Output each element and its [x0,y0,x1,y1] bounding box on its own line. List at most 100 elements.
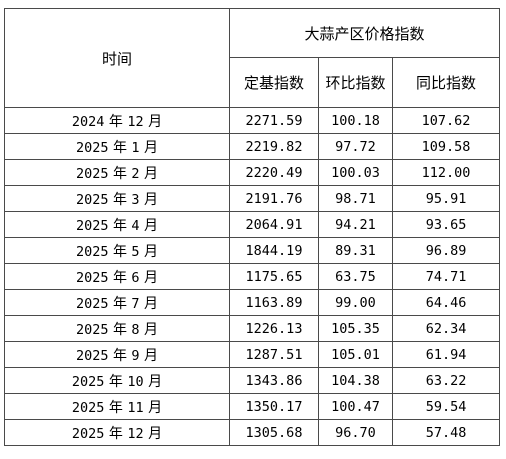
date-month-unit: 月 [144,295,158,312]
date-month: 12 [127,113,144,130]
date-cell: 2025 年 12 月 [4,419,230,446]
date-year-unit: 年 [112,321,127,338]
header-row-sub: 定基指数 环比指数 同比指数 [5,57,501,108]
yoy-index-cell: 112.00 [391,159,501,186]
table-row: 2025 年 6 月 1175.65 63.75 74.71 [4,263,501,290]
yoy-index-header: 同比指数 [391,57,501,108]
date-year: 2025 [75,165,109,182]
date-year-unit: 年 [108,373,123,390]
base-index-cell: 2191.76 [229,185,319,212]
base-index-cell: 2271.59 [229,107,319,134]
date-year-unit: 年 [112,217,127,234]
date-month: 5 [131,243,140,260]
table-body: 2024 年 12 月 2271.59 100.18 107.62 2025 年 1 月… [4,107,501,446]
date-year: 2025 [75,217,109,234]
date-year: 2025 [71,399,105,416]
date-year: 2025 [71,373,105,390]
yoy-index-cell: 95.91 [391,185,501,212]
date-year-unit: 年 [112,139,127,156]
table-row: 2025 年 11 月 1350.17 100.47 59.54 [4,393,501,420]
date-year: 2025 [75,295,109,312]
base-index-cell: 1175.65 [229,263,319,290]
date-month-unit: 月 [148,399,163,416]
table-row: 2025 年 2 月 2220.49 100.03 112.00 [4,159,501,186]
date-cell: 2025 年 2 月 [4,159,230,186]
mom-index-cell: 99.00 [318,289,393,316]
date-month-unit: 月 [144,191,158,208]
mom-index-header: 环比指数 [318,57,393,108]
mom-index-cell: 100.47 [318,393,393,420]
date-year-unit: 年 [108,113,123,130]
date-year-unit: 年 [112,269,127,286]
date-year-unit: 年 [108,399,123,416]
date-month-unit: 月 [148,113,163,130]
mom-index-cell: 97.72 [318,133,393,160]
price-index-group-header: 大蒜产区价格指数 [228,8,501,58]
date-year-unit: 年 [112,347,127,364]
yoy-index-cell: 57.48 [391,419,501,446]
base-index-cell: 2219.82 [229,133,319,160]
yoy-index-cell: 61.94 [391,341,501,368]
date-year-unit: 年 [108,425,123,442]
base-index-header: 定基指数 [229,57,319,108]
date-cell: 2025 年 11 月 [4,393,230,420]
date-month: 1 [131,139,140,156]
date-month: 3 [131,191,140,208]
date-month: 7 [131,295,140,312]
yoy-index-cell: 107.62 [391,107,501,134]
date-month: 2 [131,165,140,182]
date-cell: 2025 年 10 月 [4,367,230,394]
mom-index-cell: 98.71 [318,185,393,212]
mom-index-cell: 94.21 [318,211,393,238]
base-index-cell: 1343.86 [229,367,319,394]
date-year-unit: 年 [112,295,127,312]
date-cell: 2025 年 9 月 [4,341,230,368]
table-row: 2025 年 3 月 2191.76 98.71 95.91 [4,185,501,212]
date-month-unit: 月 [144,217,158,234]
date-cell: 2024 年 12 月 [4,107,230,134]
base-index-cell: 2220.49 [229,159,319,186]
table-row: 2025 年 1 月 2219.82 97.72 109.58 [4,133,501,160]
yoy-index-cell: 96.89 [391,237,501,264]
date-month: 6 [131,269,140,286]
base-index-cell: 1350.17 [229,393,319,420]
yoy-index-cell: 59.54 [391,393,501,420]
table-row: 2025 年 7 月 1163.89 99.00 64.46 [4,289,501,316]
yoy-index-cell: 93.65 [391,211,501,238]
table-row: 2024 年 12 月 2271.59 100.18 107.62 [4,107,501,134]
date-year-unit: 年 [112,243,127,260]
base-index-cell: 2064.91 [229,211,319,238]
base-index-cell: 1305.68 [229,419,319,446]
mom-index-cell: 105.35 [318,315,393,342]
mom-index-cell: 104.38 [318,367,393,394]
header-row-top: 时间 大蒜产区价格指数 [4,8,501,108]
date-month-unit: 月 [144,269,158,286]
date-month-unit: 月 [144,321,158,338]
date-year: 2025 [75,321,109,338]
date-cell: 2025 年 4 月 [4,211,230,238]
date-month-unit: 月 [144,347,158,364]
table-row: 2025 年 10 月 1343.86 104.38 63.22 [4,367,501,394]
date-cell: 2025 年 5 月 [4,237,230,264]
date-month-unit: 月 [148,373,163,390]
mom-index-cell: 96.70 [318,419,393,446]
date-month: 8 [131,321,140,338]
mom-index-cell: 100.03 [318,159,393,186]
date-month-unit: 月 [148,425,163,442]
yoy-index-cell: 64.46 [391,289,501,316]
base-index-cell: 1163.89 [229,289,319,316]
date-year-unit: 年 [112,191,127,208]
date-month: 4 [131,217,140,234]
date-month: 9 [131,347,140,364]
date-cell: 2025 年 3 月 [4,185,230,212]
table-row: 2025 年 4 月 2064.91 94.21 93.65 [4,211,501,238]
date-month: 10 [127,373,144,390]
yoy-index-cell: 63.22 [391,367,501,394]
mom-index-cell: 63.75 [318,263,393,290]
mom-index-cell: 89.31 [318,237,393,264]
date-year: 2025 [71,425,105,442]
mom-index-cell: 100.18 [318,107,393,134]
base-index-cell: 1226.13 [229,315,319,342]
base-index-cell: 1844.19 [229,237,319,264]
date-year-unit: 年 [112,165,127,182]
